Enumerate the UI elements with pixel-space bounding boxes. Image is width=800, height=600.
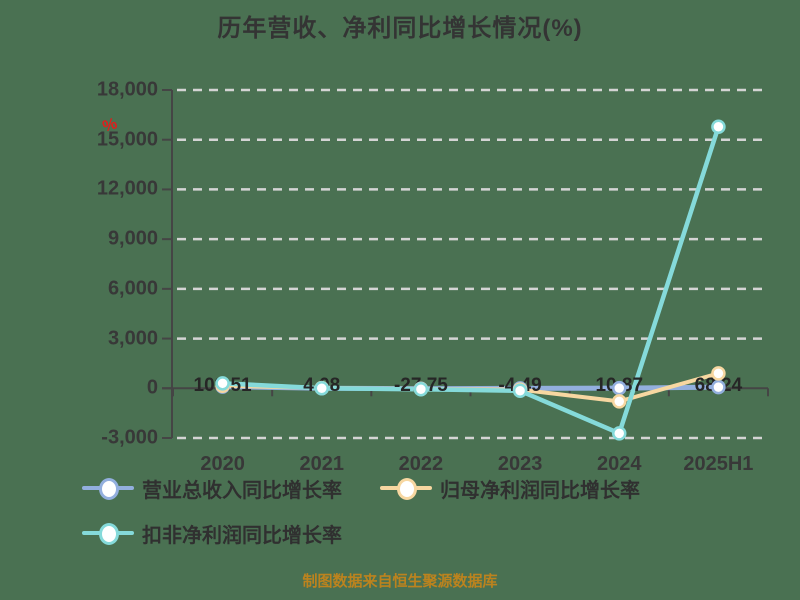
legend-row-1: 营业总收入同比增长率 归母净利润同比增长率: [82, 471, 678, 505]
x-axis-tick-label: 2022: [398, 453, 444, 475]
y-axis-tick-label: -3,000: [101, 426, 158, 449]
x-axis-tick-label: 2024: [597, 453, 642, 475]
legend-label: 扣非净利润同比增长率: [142, 524, 342, 547]
y-axis-tick-label: 18,000: [96, 78, 158, 101]
legend-item-revenue-growth[interactable]: 营业总收入同比增长率: [82, 474, 342, 503]
y-axis-tick-label: 15,000: [96, 128, 158, 151]
legend-label: 归母净利润同比增长率: [440, 479, 640, 502]
y-axis-tick-label: 9,000: [107, 227, 158, 250]
line-circle-marker-icon: [82, 477, 134, 500]
x-axis-tick-label: 2020: [200, 453, 245, 475]
data-source-note: 制图数据来自恒生聚源数据库: [302, 573, 498, 590]
legend-label: 营业总收入同比增长率: [142, 479, 342, 502]
legend-row-2: 扣非净利润同比增长率: [82, 516, 678, 550]
y-axis-tick-label: 12,000: [96, 177, 158, 200]
x-axis-tick-label: 2023: [497, 453, 543, 475]
y-axis-tick-label: 0: [146, 376, 158, 399]
legend: 营业总收入同比增长率 归母净利润同比增长率 扣非净利润同比增长率: [82, 471, 678, 561]
y-axis-tick-label: 6,000: [107, 277, 158, 300]
legend-item-net-profit-growth[interactable]: 归母净利润同比增长率: [380, 474, 640, 503]
legend-item-deducted-profit-growth[interactable]: 扣非净利润同比增长率: [82, 519, 342, 548]
y-axis-tick-label: 3,000: [107, 327, 158, 350]
chart-title: 历年营收、净利同比增长情况(%): [217, 15, 583, 42]
x-axis-tick-label: 2025H1: [683, 453, 754, 475]
line-circle-marker-icon: [380, 477, 432, 500]
x-axis-tick-label: 2021: [299, 453, 345, 475]
line-circle-marker-icon: [82, 522, 134, 545]
